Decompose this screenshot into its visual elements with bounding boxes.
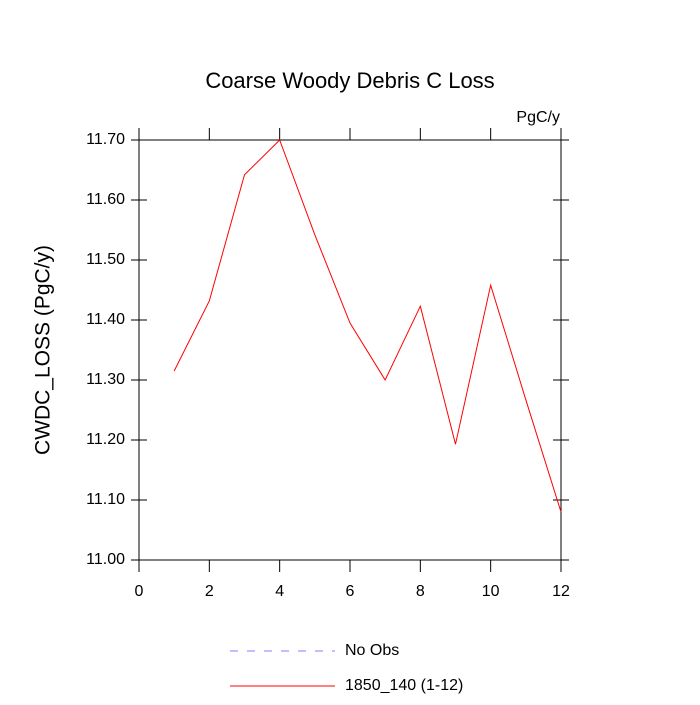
x-tick-label: 4 [275,583,284,600]
legend-label: 1850_140 (1-12) [345,677,463,694]
data-line [173,139,562,513]
chart-title: Coarse Woody Debris C Loss [205,68,494,93]
y-tick-label: 11.10 [86,491,125,508]
plot-frame [138,139,562,561]
x-tick-label: 8 [416,583,425,600]
y-tick-label: 11.30 [86,371,125,388]
legend-label: No Obs [345,642,399,659]
x-tick-label: 0 [135,583,144,600]
x-tick-label: 6 [346,583,355,600]
x-tick-label: 12 [552,583,570,600]
y-axis-label: CWDC_LOSS (PgC/y) [32,245,55,455]
y-tick-label: 11.60 [86,191,125,208]
x-tick-label: 10 [482,583,500,600]
x-tick-label: 2 [205,583,214,600]
units-label: PgC/y [516,109,560,126]
y-tick-label: 11.20 [86,431,125,448]
y-tick-label: 11.70 [86,131,125,148]
y-tick-label: 11.50 [86,251,125,268]
y-tick-label: 11.40 [86,311,125,328]
y-tick-label: 11.00 [86,551,125,568]
